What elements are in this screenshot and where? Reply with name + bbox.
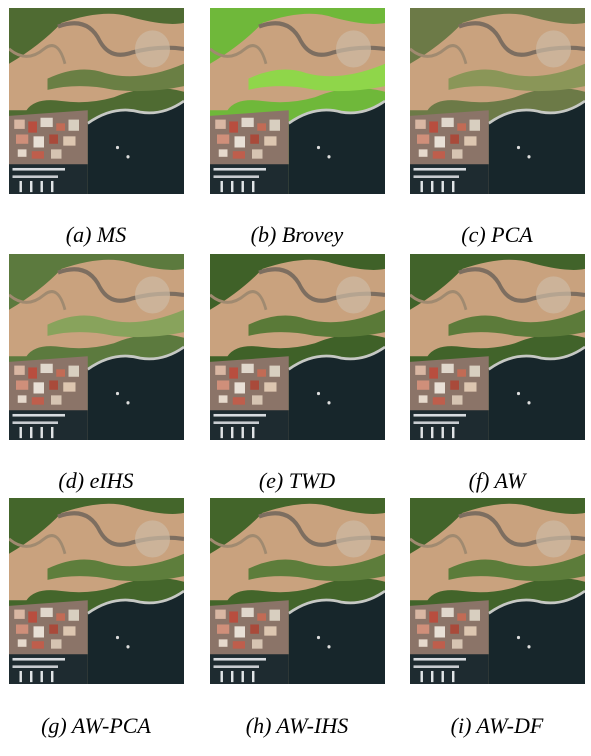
panel-caption: (e) TWD [197, 468, 397, 494]
panel-image [9, 254, 184, 440]
panel-image [410, 8, 585, 194]
panel-caption: (b) Brovey [197, 222, 397, 248]
panel-caption: (h) AW-IHS [197, 713, 397, 739]
panel-caption: (c) PCA [397, 222, 591, 248]
panel-caption: (g) AW-PCA [0, 713, 196, 739]
panel-image [210, 8, 385, 194]
panel-caption: (i) AW-DF [397, 713, 591, 739]
panel-caption: (f) AW [397, 468, 591, 494]
panel-image [9, 498, 184, 684]
panel-image [410, 254, 585, 440]
panel-image [210, 254, 385, 440]
panel-caption: (d) eIHS [0, 468, 196, 494]
panel-image [410, 498, 585, 684]
panel-caption: (a) MS [0, 222, 196, 248]
panel-image [210, 498, 385, 684]
figure: (a) MS(b) Brovey(c) PCA (d) eIHS(e) TWD(f… [0, 0, 591, 756]
panel-image [9, 8, 184, 194]
